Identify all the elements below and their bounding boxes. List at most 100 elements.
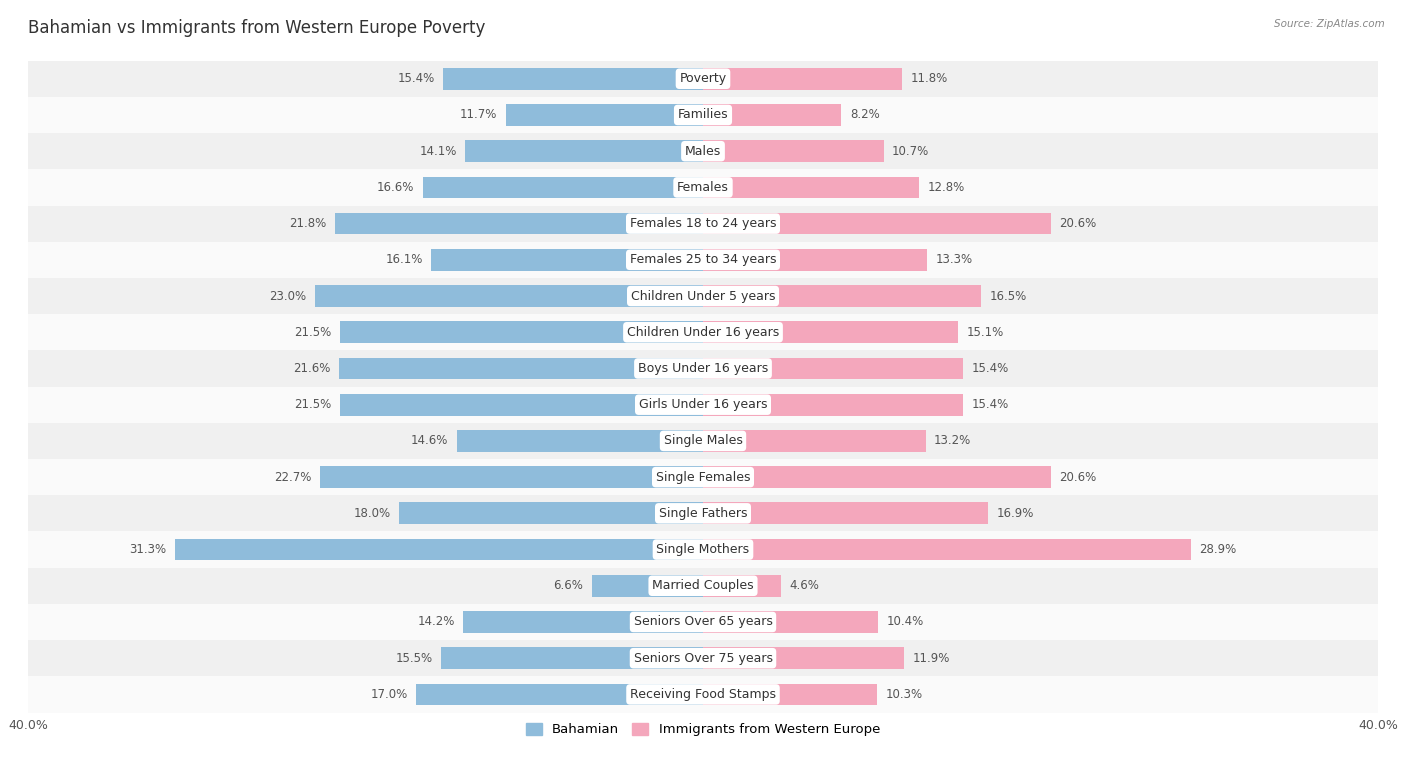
Bar [703,647,904,669]
Bar [703,539,1191,560]
Text: 31.3%: 31.3% [129,543,166,556]
Bar [28,387,1378,423]
Bar [703,140,883,162]
Bar [703,611,879,633]
Text: 21.8%: 21.8% [290,217,326,230]
Bar [340,321,703,343]
Text: 20.6%: 20.6% [1059,471,1097,484]
Bar [416,684,703,705]
Text: 15.4%: 15.4% [972,398,1008,411]
Bar [28,314,1378,350]
Bar [703,575,780,597]
Text: 15.5%: 15.5% [396,652,433,665]
Bar [28,133,1378,169]
Text: 15.4%: 15.4% [972,362,1008,375]
Bar [339,358,703,379]
Bar [28,459,1378,495]
Text: 16.6%: 16.6% [377,181,415,194]
Legend: Bahamian, Immigrants from Western Europe: Bahamian, Immigrants from Western Europe [520,718,886,742]
Bar [28,568,1378,604]
Bar [28,531,1378,568]
Text: Families: Families [678,108,728,121]
Bar [703,104,841,126]
Bar [28,278,1378,314]
Text: 15.1%: 15.1% [966,326,1004,339]
Text: 18.0%: 18.0% [354,507,391,520]
Bar [340,394,703,415]
Bar [28,676,1378,713]
Bar [28,242,1378,278]
Text: 4.6%: 4.6% [789,579,818,592]
Text: Females 18 to 24 years: Females 18 to 24 years [630,217,776,230]
Bar [703,213,1050,234]
Bar [335,213,703,234]
Bar [28,495,1378,531]
Bar [28,604,1378,640]
Bar [457,430,703,452]
Text: Females 25 to 34 years: Females 25 to 34 years [630,253,776,266]
Text: 16.9%: 16.9% [997,507,1033,520]
Text: 13.2%: 13.2% [934,434,972,447]
Text: Single Mothers: Single Mothers [657,543,749,556]
Bar [321,466,703,488]
Text: 10.7%: 10.7% [891,145,929,158]
Bar [28,97,1378,133]
Bar [28,169,1378,205]
Text: Seniors Over 75 years: Seniors Over 75 years [634,652,772,665]
Bar [28,205,1378,242]
Bar [443,68,703,89]
Bar [399,503,703,525]
Text: 22.7%: 22.7% [274,471,312,484]
Text: Children Under 5 years: Children Under 5 years [631,290,775,302]
Text: Single Males: Single Males [664,434,742,447]
Text: 13.3%: 13.3% [936,253,973,266]
Text: Boys Under 16 years: Boys Under 16 years [638,362,768,375]
Bar [703,466,1050,488]
Bar [28,640,1378,676]
Text: Seniors Over 65 years: Seniors Over 65 years [634,615,772,628]
Text: 21.5%: 21.5% [295,398,332,411]
Text: 11.8%: 11.8% [911,72,948,85]
Bar [703,177,920,199]
Bar [28,61,1378,97]
Bar [423,177,703,199]
Text: Single Fathers: Single Fathers [659,507,747,520]
Bar [703,249,928,271]
Text: Bahamian vs Immigrants from Western Europe Poverty: Bahamian vs Immigrants from Western Euro… [28,19,485,37]
Text: 23.0%: 23.0% [270,290,307,302]
Bar [432,249,703,271]
Text: Receiving Food Stamps: Receiving Food Stamps [630,688,776,701]
Text: 28.9%: 28.9% [1199,543,1236,556]
Bar [592,575,703,597]
Bar [703,358,963,379]
Bar [703,684,877,705]
Text: Married Couples: Married Couples [652,579,754,592]
Bar [703,394,963,415]
Text: 6.6%: 6.6% [554,579,583,592]
Text: Males: Males [685,145,721,158]
Text: 14.6%: 14.6% [411,434,449,447]
Text: 11.9%: 11.9% [912,652,949,665]
Bar [703,285,981,307]
Bar [174,539,703,560]
Bar [703,503,988,525]
Bar [28,350,1378,387]
Text: 14.2%: 14.2% [418,615,456,628]
Text: Single Females: Single Females [655,471,751,484]
Text: 15.4%: 15.4% [398,72,434,85]
Text: Poverty: Poverty [679,72,727,85]
Text: 17.0%: 17.0% [371,688,408,701]
Text: Girls Under 16 years: Girls Under 16 years [638,398,768,411]
Text: 12.8%: 12.8% [928,181,965,194]
Bar [465,140,703,162]
Text: 21.6%: 21.6% [292,362,330,375]
Text: 8.2%: 8.2% [849,108,880,121]
Text: 11.7%: 11.7% [460,108,498,121]
Text: Children Under 16 years: Children Under 16 years [627,326,779,339]
Bar [703,68,903,89]
Bar [441,647,703,669]
Bar [703,430,925,452]
Text: 14.1%: 14.1% [419,145,457,158]
Bar [315,285,703,307]
Text: 10.3%: 10.3% [886,688,922,701]
